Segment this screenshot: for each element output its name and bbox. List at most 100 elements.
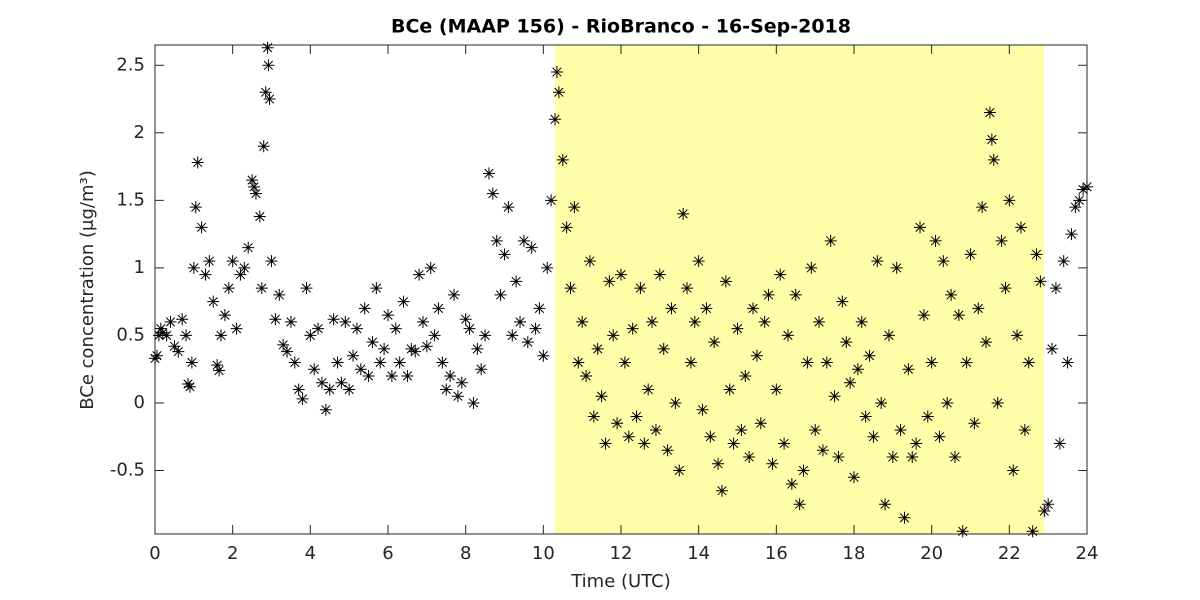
asterisk-marker (300, 282, 313, 295)
asterisk-marker (560, 221, 573, 234)
x-tick-label: 20 (920, 543, 943, 564)
asterisk-marker (879, 498, 892, 511)
asterisk-marker (824, 234, 837, 247)
asterisk-marker (599, 437, 612, 450)
asterisk-marker (1034, 275, 1047, 288)
asterisk-marker (657, 342, 670, 355)
x-tick-label: 14 (687, 543, 710, 564)
asterisk-marker (611, 417, 624, 430)
x-tick-label: 16 (765, 543, 788, 564)
asterisk-marker (983, 106, 996, 119)
asterisk-marker (269, 313, 282, 326)
asterisk-marker (255, 282, 268, 295)
asterisk-marker (1022, 356, 1035, 369)
asterisk-marker (366, 336, 379, 349)
asterisk-marker (234, 268, 247, 281)
asterisk-marker (980, 336, 993, 349)
asterisk-marker (634, 282, 647, 295)
asterisk-marker (533, 302, 546, 315)
asterisk-marker (459, 313, 472, 326)
x-tick-label: 12 (610, 543, 633, 564)
asterisk-marker (420, 340, 433, 353)
asterisk-marker (649, 423, 662, 436)
asterisk-marker (766, 457, 779, 470)
asterisk-marker (180, 329, 193, 342)
asterisk-marker (1046, 342, 1059, 355)
asterisk-marker (882, 329, 895, 342)
asterisk-marker (743, 451, 756, 464)
asterisk-marker (335, 376, 348, 389)
x-tick-label: 18 (843, 543, 866, 564)
asterisk-marker (207, 295, 220, 308)
asterisk-marker (343, 383, 356, 396)
asterisk-marker (1026, 525, 1039, 538)
y-tick-label: 1.5 (116, 189, 145, 210)
asterisk-marker (393, 356, 406, 369)
asterisk-marker (1011, 329, 1024, 342)
asterisk-marker (1038, 505, 1051, 518)
y-axis-label: BCe concentration (μg/m³) (77, 170, 98, 410)
asterisk-marker (700, 302, 713, 315)
asterisk-marker (490, 234, 503, 247)
y-tick-label: 2.5 (116, 54, 145, 75)
asterisk-marker (277, 338, 290, 351)
asterisk-marker (556, 153, 569, 166)
asterisk-marker (502, 201, 515, 214)
asterisk-marker (191, 156, 204, 169)
asterisk-marker (416, 315, 429, 328)
asterisk-marker (626, 322, 639, 335)
asterisk-marker (308, 363, 321, 376)
shaded-region (554, 45, 1045, 534)
asterisk-marker (432, 302, 445, 315)
asterisk-marker (176, 313, 189, 326)
asterisk-marker (937, 255, 950, 268)
asterisk-marker (684, 356, 697, 369)
asterisk-marker (401, 369, 414, 382)
asterisk-marker (156, 326, 169, 339)
asterisk-marker (1003, 194, 1016, 207)
asterisk-marker (215, 329, 228, 342)
asterisk-marker (168, 340, 181, 353)
asterisk-marker (914, 221, 927, 234)
asterisk-marker (331, 356, 344, 369)
asterisk-marker (218, 309, 231, 322)
asterisk-marker (545, 194, 558, 207)
asterisk-marker (385, 369, 398, 382)
asterisk-marker (463, 322, 476, 335)
asterisk-marker (160, 329, 173, 342)
asterisk-marker (960, 356, 973, 369)
asterisk-marker (296, 392, 309, 405)
asterisk-marker (848, 471, 860, 484)
asterisk-marker (238, 261, 251, 274)
asterisk-marker (886, 451, 899, 464)
asterisk-marker (448, 288, 461, 301)
asterisk-marker (750, 349, 763, 362)
asterisk-marker (933, 430, 946, 443)
asterisk-marker (541, 261, 554, 274)
asterisk-marker (514, 315, 527, 328)
asterisk-marker (409, 345, 422, 358)
x-tick-label: 4 (305, 543, 316, 564)
asterisk-marker (739, 369, 752, 382)
asterisk-marker (785, 478, 798, 491)
asterisk-marker (770, 383, 783, 396)
asterisk-marker (354, 363, 367, 376)
y-tick-label: -0.5 (110, 460, 145, 481)
x-axis-label: Time (UTC) (570, 571, 671, 592)
asterisk-marker (991, 396, 1004, 409)
asterisk-marker (304, 329, 317, 342)
asterisk-marker (397, 295, 410, 308)
asterisk-marker (910, 437, 923, 450)
asterisk-marker (1007, 464, 1020, 477)
asterisk-marker (735, 423, 748, 436)
asterisk-marker (789, 288, 802, 301)
asterisk-marker (187, 261, 200, 274)
asterisk-marker (867, 430, 880, 443)
asterisk-marker (615, 268, 627, 281)
asterisk-marker (242, 241, 255, 254)
asterisk-marker (506, 329, 519, 342)
asterisk-marker (985, 133, 998, 146)
asterisk-marker (248, 180, 261, 193)
asterisk-marker (642, 383, 655, 396)
asterisk-marker (154, 322, 167, 335)
